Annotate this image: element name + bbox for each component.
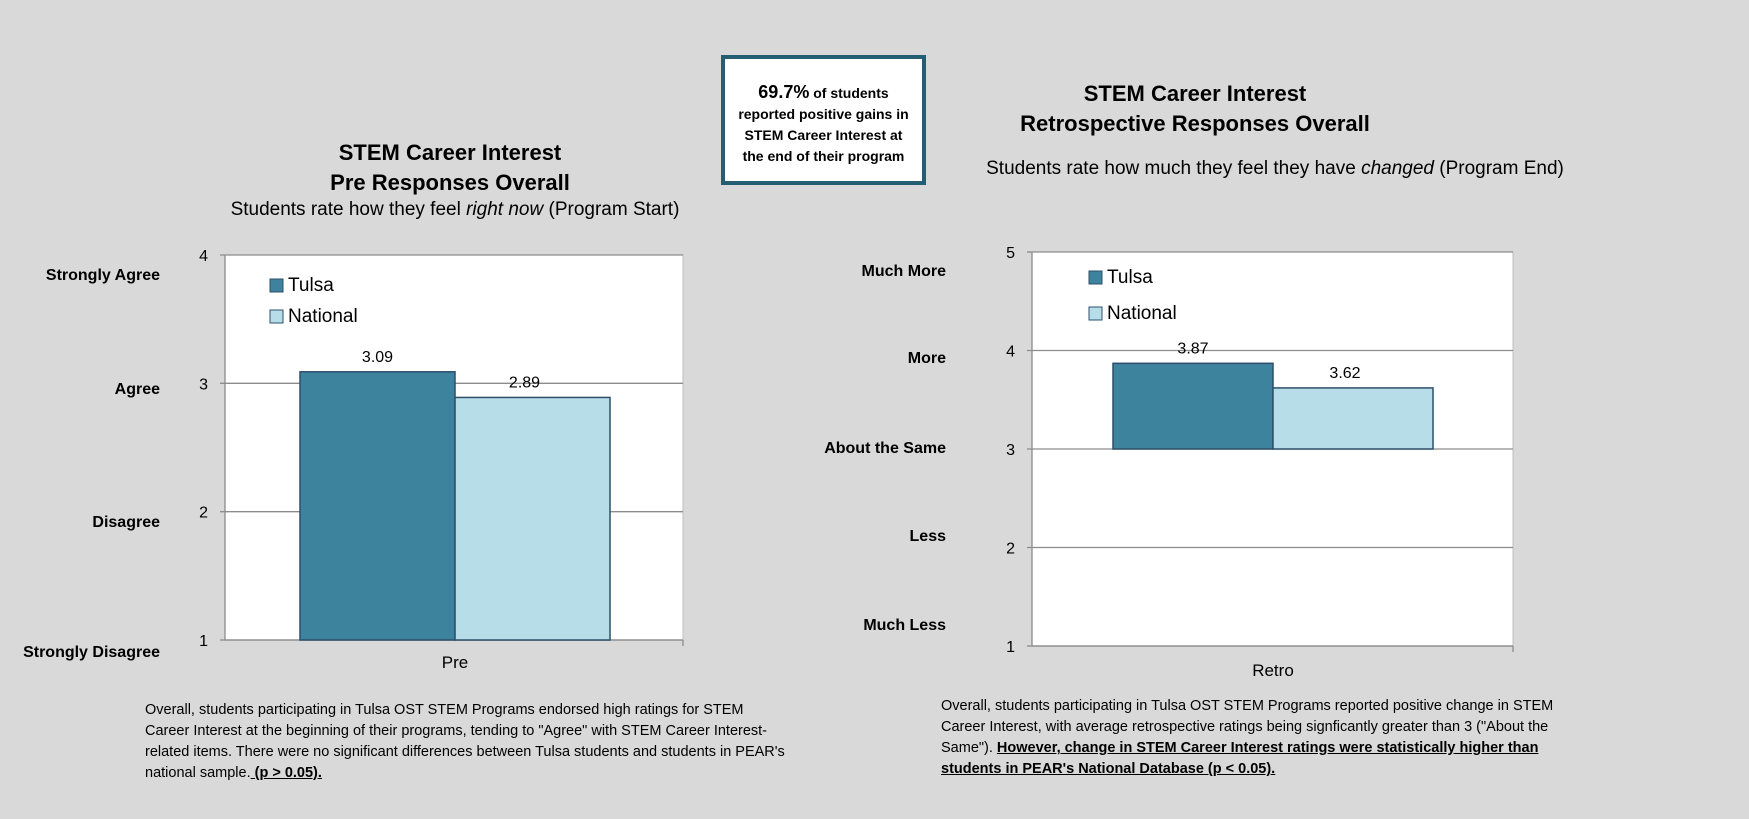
right-bar-national <box>1272 387 1434 450</box>
right-y-tick-label: 3 <box>1006 442 1015 459</box>
left-chart-title: STEM Career Interest Pre Responses Overa… <box>250 138 650 198</box>
callout-text-b: reported positive gains in <box>738 106 909 122</box>
left-data-label-tulsa: 3.09 <box>362 349 393 366</box>
left-legend-label-national: National <box>288 306 358 327</box>
left-label-disagree: Disagree <box>92 514 160 531</box>
left-legend-swatch-national <box>269 309 284 324</box>
left-bar-tulsa <box>299 371 456 641</box>
left-summary-note: Overall, students participating in Tulsa… <box>145 700 790 784</box>
right-note-text: Overall, students participating in Tulsa… <box>941 698 1554 756</box>
left-label-strongly-disagree: Strongly Disagree <box>23 644 160 661</box>
left-label-agree: Agree <box>114 381 160 398</box>
left-note-significance: (p > 0.05). <box>250 765 322 781</box>
right-category-label: Retro <box>1252 661 1294 680</box>
right-data-label-tulsa: 3.87 <box>1177 340 1208 357</box>
left-chart-subtitle: Students rate how they feel right now (P… <box>230 199 680 220</box>
right-legend-label-national: National <box>1107 303 1177 324</box>
left-title-line-1: STEM Career Interest <box>338 140 562 165</box>
right-note-significance: However, change in STEM Career Interest … <box>941 740 1539 777</box>
left-legend-swatch-tulsa <box>269 278 284 293</box>
right-label-more: More <box>907 350 946 367</box>
right-title-line-2: Retrospective Responses Overall <box>1020 111 1370 136</box>
left-bar-national <box>454 396 611 641</box>
left-data-label-national: 2.89 <box>509 374 540 391</box>
callout-text-c: STEM Career Interest at <box>744 127 903 143</box>
right-label-much-less: Much Less <box>863 617 946 634</box>
right-y-tick-label: 2 <box>1006 541 1015 558</box>
right-y-tick-label: 5 <box>1006 245 1015 262</box>
callout-text-a: of students <box>809 85 889 101</box>
left-y-tick-label: 4 <box>199 248 208 265</box>
right-legend-swatch-national <box>1088 306 1103 321</box>
right-legend-swatch-tulsa <box>1088 270 1103 285</box>
right-y-tick-label: 4 <box>1006 344 1015 361</box>
right-data-label-national: 3.62 <box>1329 365 1360 382</box>
left-label-strongly-agree: Strongly Agree <box>45 267 160 284</box>
callout-percent: 69.7% <box>758 82 810 102</box>
left-category-label: Pre <box>442 653 468 672</box>
right-summary-note: Overall, students participating in Tulsa… <box>941 696 1601 780</box>
callout-text-d: the end of their program <box>742 148 905 164</box>
left-title-line-2: Pre Responses Overall <box>330 170 570 195</box>
right-label-about-the-same: About the Same <box>824 440 946 457</box>
left-y-tick-label: 3 <box>199 376 208 393</box>
left-legend-label-tulsa: Tulsa <box>288 275 334 296</box>
left-y-tick-label: 2 <box>199 505 208 522</box>
right-y-tick-label: 1 <box>1006 639 1015 656</box>
left-note-text: Overall, students participating in Tulsa… <box>145 702 785 781</box>
right-label-less: Less <box>909 528 946 545</box>
right-chart-title: STEM Career Interest Retrospective Respo… <box>1000 79 1390 139</box>
right-chart-subtitle: Students rate how much they feel they ha… <box>986 158 1564 179</box>
right-label-much-more: Much More <box>861 263 946 280</box>
right-title-line-1: STEM Career Interest <box>1083 81 1307 106</box>
callout-box: 69.7% of students reported positive gain… <box>721 55 926 185</box>
right-legend-label-tulsa: Tulsa <box>1107 267 1153 288</box>
right-bar-tulsa <box>1112 362 1274 450</box>
left-y-tick-label: 1 <box>199 633 208 650</box>
